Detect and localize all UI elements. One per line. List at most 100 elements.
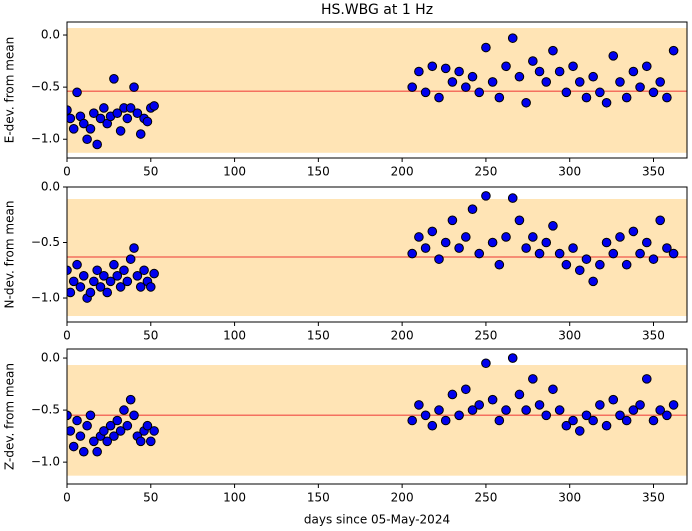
x-tick-label: 150 <box>307 491 330 505</box>
data-point <box>67 426 76 436</box>
data-point <box>641 237 652 248</box>
data-point <box>494 92 505 103</box>
data-point <box>561 420 572 431</box>
x-tick-label: 50 <box>143 491 158 505</box>
data-point <box>588 415 598 426</box>
x-tick-label: 350 <box>642 165 665 179</box>
data-point <box>621 92 632 103</box>
data-point <box>92 139 102 150</box>
data-point <box>528 56 538 66</box>
x-tick-label: 100 <box>223 165 246 179</box>
data-point <box>115 282 126 292</box>
data-point <box>139 265 149 276</box>
data-point <box>447 215 458 226</box>
data-point <box>615 410 625 421</box>
data-point <box>521 97 531 108</box>
data-point <box>122 113 133 124</box>
data-point <box>99 271 109 281</box>
data-point <box>561 259 572 270</box>
data-point <box>125 103 136 113</box>
data-point <box>561 87 572 98</box>
data-point <box>487 394 498 405</box>
data-point <box>635 400 645 410</box>
y-tick-label: −0.5 <box>31 235 60 249</box>
data-point <box>129 410 139 421</box>
x-tick-label: 300 <box>558 491 581 505</box>
data-point <box>85 410 96 421</box>
data-point <box>662 410 672 421</box>
data-point <box>554 405 565 415</box>
data-point <box>655 405 665 415</box>
data-point <box>105 420 116 431</box>
y-tick-label: −0.5 <box>31 403 60 417</box>
data-point <box>407 248 417 259</box>
x-tick-label: 250 <box>474 165 497 179</box>
data-point <box>635 82 645 92</box>
data-point <box>89 436 99 447</box>
data-point <box>467 204 478 215</box>
data-point <box>494 259 505 270</box>
data-point <box>67 287 76 298</box>
data-point <box>407 415 417 426</box>
data-point <box>601 237 612 248</box>
data-point <box>487 77 498 87</box>
data-point <box>668 248 679 259</box>
data-point <box>668 400 679 410</box>
data-point <box>72 87 82 98</box>
data-point <box>109 73 119 84</box>
subplot: 0 50 100 150 200 250 300 350 0.0 −0.5 −1.0 E-dev. f… <box>3 2 688 179</box>
data-point <box>434 254 444 264</box>
data-point <box>528 232 538 242</box>
data-point <box>548 221 558 231</box>
x-tick-label: 250 <box>474 491 497 505</box>
data-point <box>474 87 485 98</box>
data-point <box>414 66 424 77</box>
data-point <box>82 420 92 431</box>
data-point <box>427 61 438 72</box>
x-tick-label: 300 <box>558 165 581 179</box>
data-point <box>481 42 491 53</box>
data-point <box>595 259 605 270</box>
data-point <box>78 118 89 129</box>
data-point <box>89 276 99 287</box>
x-tick-label: 250 <box>474 329 497 343</box>
data-point <box>92 446 102 457</box>
data-point <box>427 226 438 237</box>
data-point <box>78 271 89 281</box>
data-point <box>608 394 619 405</box>
y-tick-label: −1.0 <box>31 132 60 146</box>
y-axis-label: Z-dev. from mean <box>3 363 17 470</box>
data-point <box>581 254 592 264</box>
axes-frame <box>66 21 688 159</box>
x-tick-label: 0 <box>63 165 71 179</box>
data-point <box>568 415 578 426</box>
tolerance-band <box>67 365 687 476</box>
x-tick-label: 150 <box>307 329 330 343</box>
data-point <box>648 87 659 98</box>
data-point <box>568 243 578 253</box>
data-point <box>521 243 531 253</box>
data-point <box>487 237 498 248</box>
data-point <box>507 353 518 363</box>
data-point <box>149 268 159 279</box>
data-point <box>628 405 639 415</box>
plot-area <box>67 353 687 476</box>
data-point <box>514 71 525 82</box>
data-point <box>68 276 79 287</box>
x-tick-label: 200 <box>391 329 414 343</box>
data-point <box>440 237 451 248</box>
data-point <box>554 66 565 77</box>
data-point <box>595 400 605 410</box>
y-tick-label: −1.0 <box>31 291 60 305</box>
y-tick-label: 0.0 <box>41 180 60 194</box>
data-point <box>112 271 123 281</box>
data-point <box>78 446 89 457</box>
data-point <box>574 426 585 436</box>
x-tick-label: 100 <box>223 329 246 343</box>
y-axis-label: E-dev. from mean <box>3 37 17 143</box>
data-point <box>149 426 159 436</box>
data-point <box>534 400 545 410</box>
data-point <box>434 405 444 415</box>
data-point <box>621 415 632 426</box>
data-point <box>68 124 79 134</box>
